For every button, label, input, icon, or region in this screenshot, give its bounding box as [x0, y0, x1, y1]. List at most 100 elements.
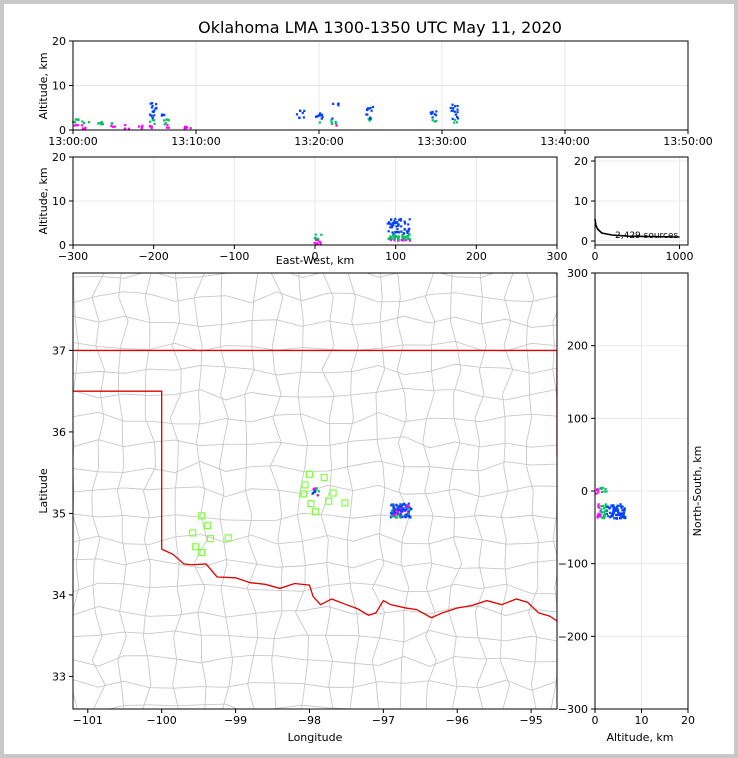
county-boundary — [73, 340, 557, 352]
ew-source-point — [404, 238, 407, 242]
time-source-point — [330, 122, 334, 125]
county-boundary — [73, 558, 557, 570]
map-source-point — [408, 515, 411, 519]
county-boundary — [73, 679, 557, 691]
map-xtick-label: −98 — [298, 714, 321, 727]
ew-source-point — [387, 230, 390, 233]
time-source-point — [150, 106, 153, 109]
county-boundary — [474, 273, 488, 709]
ns-ytick-label: −100 — [558, 558, 588, 571]
ns-source-point — [619, 504, 622, 508]
time-source-point — [83, 122, 86, 125]
map-ytick-label: 35 — [52, 507, 66, 520]
time-source-point — [337, 104, 340, 107]
time-source-point — [456, 111, 459, 114]
time-source-point — [81, 127, 85, 130]
county-boundary — [371, 273, 386, 709]
ew-source-point — [318, 240, 322, 244]
map-source-point — [400, 504, 404, 507]
ns-source-point — [612, 504, 615, 507]
ns-source-point — [622, 511, 626, 514]
ns-ytick-label: 200 — [567, 340, 588, 353]
time-source-point — [370, 109, 373, 112]
lma-station-marker — [329, 489, 337, 497]
histogram-annotation: 2,429 sources — [615, 231, 679, 241]
map-source-point — [399, 513, 402, 516]
time-source-point — [316, 114, 319, 118]
county-boundary — [73, 436, 557, 449]
county-boundary — [73, 629, 557, 643]
ns-xtick-label: 0 — [592, 714, 599, 727]
ew-source-point — [395, 231, 398, 234]
ew-source-point — [398, 218, 401, 221]
ns-source-point — [597, 506, 601, 509]
ns-ytick-label: 100 — [567, 412, 588, 425]
ns-source-point — [599, 487, 603, 490]
ew-source-point — [396, 221, 399, 224]
hist-ytick-label: 20 — [574, 155, 588, 168]
ns-source-point — [616, 508, 619, 511]
time-source-point — [165, 118, 168, 121]
ns-source-point — [605, 490, 608, 493]
ns-source-point — [599, 513, 602, 516]
time-source-point — [153, 119, 156, 122]
ew-xtick-label: 200 — [466, 250, 487, 263]
time-source-point — [151, 118, 155, 122]
state-border-red-river — [161, 548, 557, 622]
figure-title: Oklahoma LMA 1300-1350 UTC May 11, 2020 — [198, 18, 562, 37]
map-source-point — [400, 515, 404, 519]
ew-panel-frame — [72, 156, 558, 246]
map-source-point — [403, 513, 407, 516]
time-source-point — [150, 126, 153, 130]
ns-source-point — [615, 516, 618, 520]
map-source-point — [315, 487, 318, 490]
ns-source-point — [595, 492, 598, 495]
time-source-point — [166, 123, 169, 127]
time-source-point — [449, 106, 452, 110]
county-boundary — [448, 273, 463, 709]
ns-source-point — [623, 507, 626, 510]
map-source-point — [312, 487, 315, 491]
county-boundary — [550, 273, 557, 709]
hist-profile-line — [594, 218, 680, 238]
map-source-point — [404, 504, 407, 507]
ns-source-point — [605, 505, 608, 509]
ns-source-point — [610, 504, 613, 507]
hist-ytick-label: 0 — [581, 235, 588, 248]
ns-source-point — [621, 505, 624, 508]
map-source-point — [395, 509, 398, 512]
ew-source-point — [394, 221, 397, 225]
map-source-point — [400, 507, 403, 510]
time-source-point — [153, 122, 156, 126]
ew-panel-xlabel: East-West, km — [276, 254, 354, 267]
county-boundary — [244, 273, 259, 709]
lma-station-marker — [325, 497, 333, 505]
map-source-point — [392, 506, 395, 509]
county-boundary — [526, 273, 539, 709]
time-source-point — [456, 117, 460, 120]
ew-source-point — [403, 220, 406, 223]
ew-source-point — [314, 236, 317, 240]
time-ytick-label: 10 — [52, 80, 66, 93]
map-xlabel: Longitude — [288, 731, 343, 744]
time-source-point — [435, 119, 438, 123]
ns-source-point — [595, 489, 599, 492]
time-source-point — [335, 122, 338, 125]
hist-panel-frame — [594, 156, 689, 246]
ns-source-point — [609, 506, 612, 509]
time-source-point — [111, 125, 115, 128]
time-source-point — [456, 104, 459, 108]
time-source-point — [318, 114, 321, 117]
time-source-point — [295, 113, 299, 116]
ns-source-point — [621, 509, 624, 512]
ns-source-point — [615, 506, 618, 509]
ew-source-point — [402, 232, 405, 235]
map-ytick-label: 37 — [52, 344, 66, 357]
map-source-point — [395, 503, 398, 506]
time-source-point — [454, 113, 457, 116]
ew-source-point — [388, 221, 391, 224]
map-source-point — [407, 512, 411, 515]
ns-source-point — [597, 505, 600, 508]
ns-source-point — [620, 506, 623, 509]
ns-source-point — [619, 517, 622, 520]
